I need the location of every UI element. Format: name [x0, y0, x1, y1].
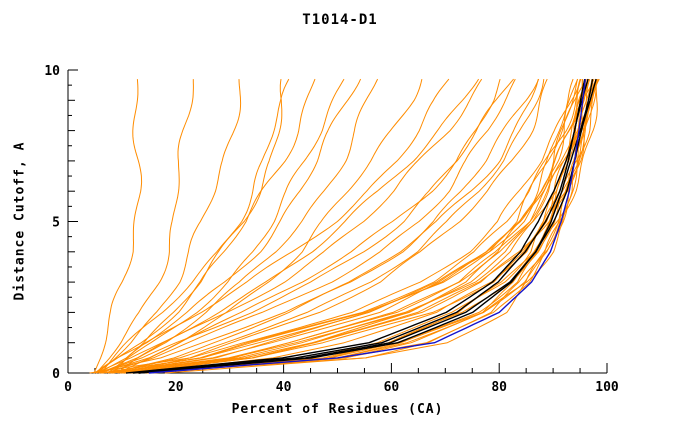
orange-model-curve [101, 78, 574, 374]
x-tick-label: 60 [384, 380, 400, 395]
orange-model-curve [95, 78, 480, 374]
orange-model-curve [94, 78, 362, 374]
chart-title: T1014-D1 [302, 12, 378, 28]
orange-model-curve [102, 78, 581, 374]
orange-model-curve [116, 78, 379, 374]
x-axis-label: Percent of Residues (CA) [231, 402, 444, 417]
orange-model-curve [112, 78, 539, 374]
black-model-curve [138, 78, 597, 374]
orange-model-curve [164, 79, 598, 374]
orange-model-curve [125, 78, 589, 374]
orange-model-curve [99, 78, 483, 374]
orange-model-curve [100, 78, 587, 374]
orange-model-curve [98, 78, 501, 374]
y-tick-label: 10 [44, 64, 60, 79]
orange-model-curve [112, 79, 283, 374]
x-tick-label: 100 [595, 380, 619, 395]
orange-model-curve [95, 79, 194, 374]
y-tick-label: 0 [52, 367, 60, 382]
orange-model-curve [110, 79, 545, 374]
orange-model-curve [107, 78, 345, 374]
orange-model-curve [148, 78, 591, 374]
orange-model-curve [89, 78, 582, 374]
orange-model-curve [93, 78, 540, 374]
orange-model-curve [96, 79, 242, 374]
x-tick-label: 20 [168, 380, 184, 395]
orange-model-curve [135, 78, 589, 374]
orange-model-curve [153, 78, 599, 374]
x-tick-label: 40 [276, 380, 292, 395]
y-tick-label: 5 [52, 216, 60, 231]
orange-model-curve [93, 79, 143, 374]
x-tick-label: 0 [64, 380, 72, 395]
orange-model-curve [95, 78, 316, 374]
orange-model-curve [100, 78, 514, 374]
black-model-curve [138, 78, 594, 374]
orange-model-curve [121, 78, 548, 374]
orange-model-curve [147, 78, 600, 374]
orange-model-curve [100, 78, 290, 374]
black-model-curve [125, 78, 586, 374]
blue-model-curve [148, 79, 587, 374]
orange-model-curve [105, 78, 516, 374]
orange-model-curve [108, 78, 579, 374]
x-tick-label: 80 [491, 380, 507, 395]
orange-model-curve [119, 78, 589, 374]
orange-model-curve [117, 78, 423, 374]
